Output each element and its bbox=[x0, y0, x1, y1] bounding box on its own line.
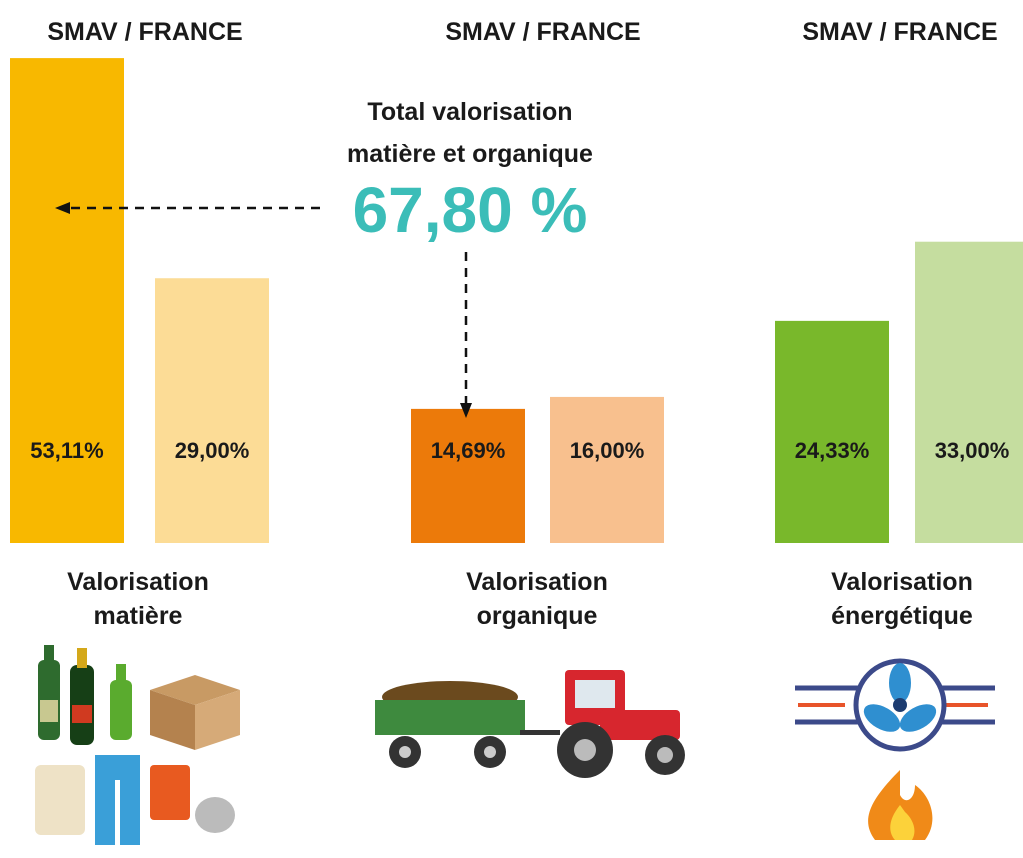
group-title: énergétique bbox=[831, 602, 973, 630]
flame-icon bbox=[868, 770, 932, 840]
group-title: matière bbox=[94, 602, 183, 630]
value-label: 14,69% bbox=[431, 438, 506, 463]
value-label: 24,33% bbox=[795, 438, 870, 463]
group-title: Valorisation bbox=[466, 568, 608, 596]
bottles-icon bbox=[38, 645, 132, 745]
group-title: Valorisation bbox=[831, 568, 973, 596]
annotation-value: 67,80 % bbox=[353, 174, 588, 246]
box-icon bbox=[150, 675, 240, 750]
bar bbox=[775, 321, 889, 543]
bar bbox=[155, 278, 269, 543]
value-label: 29,00% bbox=[175, 438, 250, 463]
group-header: SMAV / FRANCE bbox=[802, 18, 997, 46]
annotation: Total valorisation matière et organique … bbox=[55, 98, 593, 418]
bar bbox=[915, 242, 1023, 543]
clothes-icon bbox=[35, 755, 235, 845]
infographic: Total valorisation matière et organique … bbox=[0, 0, 1023, 853]
bar bbox=[550, 397, 664, 543]
group-header: SMAV / FRANCE bbox=[445, 18, 640, 46]
value-label: 16,00% bbox=[570, 438, 645, 463]
group-title: Valorisation bbox=[67, 568, 209, 596]
annotation-text: matière et organique bbox=[347, 140, 593, 168]
value-label: 53,11% bbox=[30, 438, 103, 463]
bar bbox=[411, 409, 525, 543]
value-label: 33,00% bbox=[935, 438, 1010, 463]
icons bbox=[35, 645, 995, 845]
group-title: organique bbox=[477, 602, 598, 630]
tractor-icon bbox=[375, 670, 685, 778]
annotation-text: Total valorisation bbox=[367, 98, 572, 126]
fan-icon bbox=[795, 661, 995, 749]
bar bbox=[10, 58, 124, 543]
group-header: SMAV / FRANCE bbox=[47, 18, 242, 46]
